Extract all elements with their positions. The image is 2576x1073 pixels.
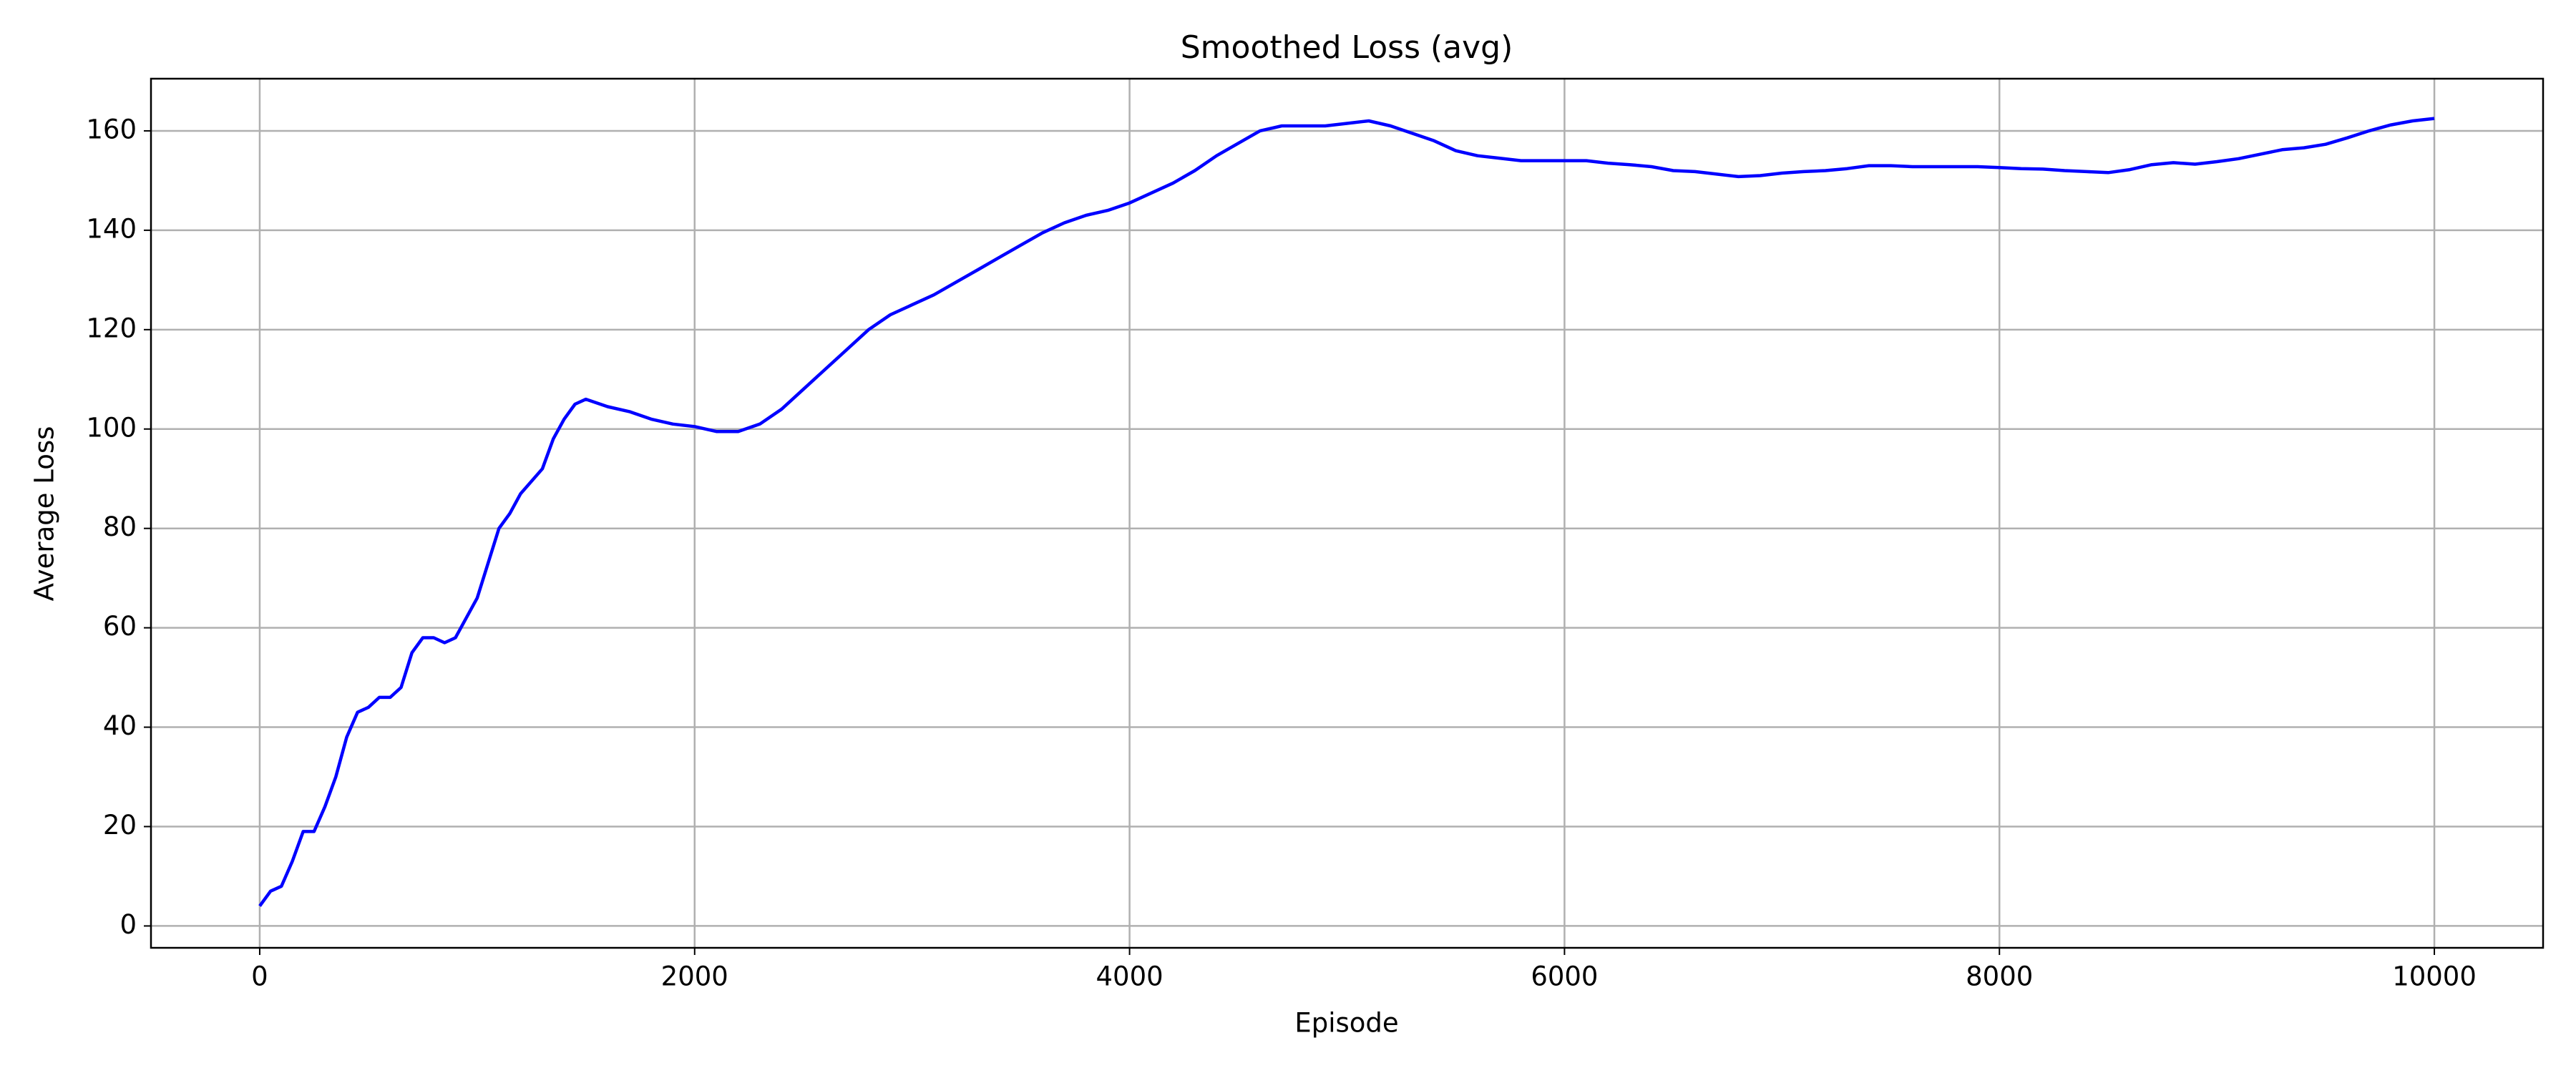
y-tick-label: 60 — [103, 611, 137, 642]
x-tick-label: 4000 — [1096, 961, 1163, 992]
x-tick-label: 8000 — [1966, 961, 2033, 992]
y-tick-label: 80 — [103, 511, 137, 542]
x-tick-label: 6000 — [1531, 961, 1598, 992]
y-tick-label: 160 — [86, 114, 137, 144]
x-tick-label: 0 — [251, 961, 268, 992]
y-axis-label: Average Loss — [29, 426, 60, 602]
y-tick-label: 100 — [86, 412, 137, 443]
chart-title: Smoothed Loss (avg) — [1181, 29, 1513, 66]
y-tick-label: 120 — [86, 313, 137, 343]
data-line — [258, 117, 2435, 907]
x-axis-label: Episode — [1294, 1008, 1398, 1039]
x-tick-label: 2000 — [661, 961, 728, 992]
plot-frame — [150, 77, 2545, 949]
y-tick-label: 0 — [119, 909, 137, 940]
y-tick-label: 40 — [103, 710, 137, 741]
y-tick-label: 140 — [86, 213, 137, 244]
y-tick-label: 20 — [103, 810, 137, 841]
x-tick-label: 10000 — [2392, 961, 2477, 992]
